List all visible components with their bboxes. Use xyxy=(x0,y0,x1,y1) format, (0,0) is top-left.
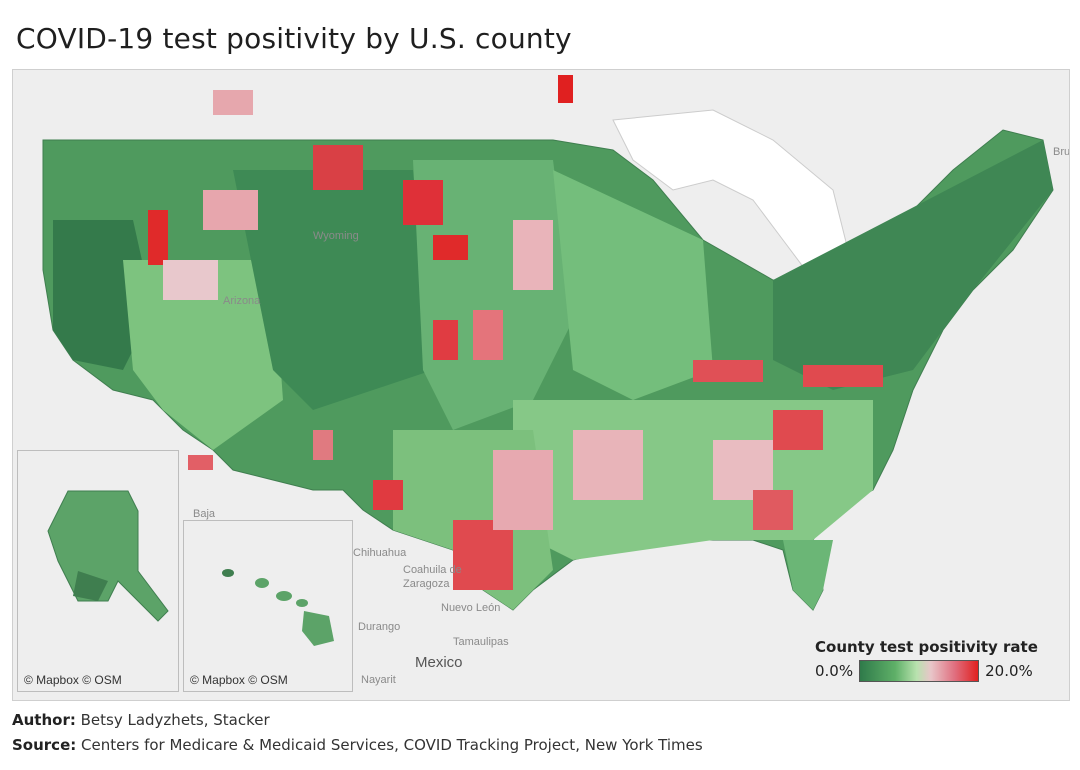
label-nuevo-leon: Nuevo León xyxy=(441,602,501,614)
hotspot xyxy=(313,430,333,460)
hawaii-inset[interactable]: © Mapbox © OSM xyxy=(183,520,353,692)
label-brunswick: Bruns xyxy=(1053,146,1070,158)
label-baja: Baja xyxy=(193,508,216,520)
region-midwest xyxy=(553,170,713,400)
label-arizona: Arizona xyxy=(223,295,261,307)
color-legend: County test positivity rate 0.0% 20.0% xyxy=(815,638,1055,682)
source-value: Centers for Medicare & Medicaid Services… xyxy=(81,736,703,754)
hotspot xyxy=(433,235,468,260)
map-title: COVID-19 test positivity by U.S. county xyxy=(16,22,572,55)
source-label: Source: xyxy=(12,736,77,754)
hotspot xyxy=(203,190,258,230)
label-wyoming: Wyoming xyxy=(313,230,359,242)
us-county-map[interactable] xyxy=(13,70,1069,700)
choropleth-map[interactable]: Arizona Wyoming Baja Chihuahua Coahuila … xyxy=(12,69,1070,701)
legend-title: County test positivity rate xyxy=(815,638,1038,656)
hotspot xyxy=(403,180,443,225)
hotspot xyxy=(573,430,643,500)
hotspot xyxy=(163,260,218,300)
hotspot xyxy=(313,145,363,190)
author-label: Author: xyxy=(12,711,76,729)
region-southwest-light xyxy=(123,260,283,450)
label-nayarit: Nayarit xyxy=(361,674,396,686)
label-zaragoza: Zaragoza xyxy=(403,578,450,590)
region-west-dark xyxy=(53,220,153,370)
hotspot xyxy=(493,450,553,530)
author-value: Betsy Ladyzhets, Stacker xyxy=(80,711,270,729)
label-tamaulipas: Tamaulipas xyxy=(453,636,509,648)
hotspot xyxy=(148,210,168,265)
legend-color-ramp xyxy=(859,660,980,682)
hotspot xyxy=(558,75,573,103)
hotspot xyxy=(433,320,458,360)
legend-max-label: 20.0% xyxy=(985,662,1033,680)
hotspot xyxy=(188,455,213,470)
label-mexico: Mexico xyxy=(415,654,463,671)
great-lakes-water xyxy=(612,109,854,281)
hotspot xyxy=(693,360,763,382)
hotspot xyxy=(753,490,793,530)
label-chihuahua: Chihuahua xyxy=(353,547,407,559)
hotspot xyxy=(513,220,553,290)
author-line: Author: Betsy Ladyzhets, Stacker xyxy=(12,711,270,729)
hotspot xyxy=(453,520,513,590)
hotspot xyxy=(473,310,503,360)
region-florida xyxy=(783,540,833,610)
label-coahuila: Coahuila de xyxy=(403,564,462,576)
hotspot xyxy=(773,410,823,450)
alaska-shape xyxy=(47,490,169,622)
hawaii-shape xyxy=(222,569,334,646)
label-durango: Durango xyxy=(358,621,401,633)
source-line: Source: Centers for Medicare & Medicaid … xyxy=(12,736,703,754)
hotspot xyxy=(373,480,403,510)
hotspot xyxy=(213,90,253,115)
region-northeast xyxy=(773,140,1053,390)
alaska-inset[interactable]: © Mapbox © OSM xyxy=(17,450,179,692)
region-mountain-dark xyxy=(233,170,433,410)
legend-min-label: 0.0% xyxy=(815,662,854,680)
hawaii-map-credit: © Mapbox © OSM xyxy=(190,673,288,687)
hotspot xyxy=(803,365,883,387)
alaska-map-credit: © Mapbox © OSM xyxy=(24,673,122,687)
